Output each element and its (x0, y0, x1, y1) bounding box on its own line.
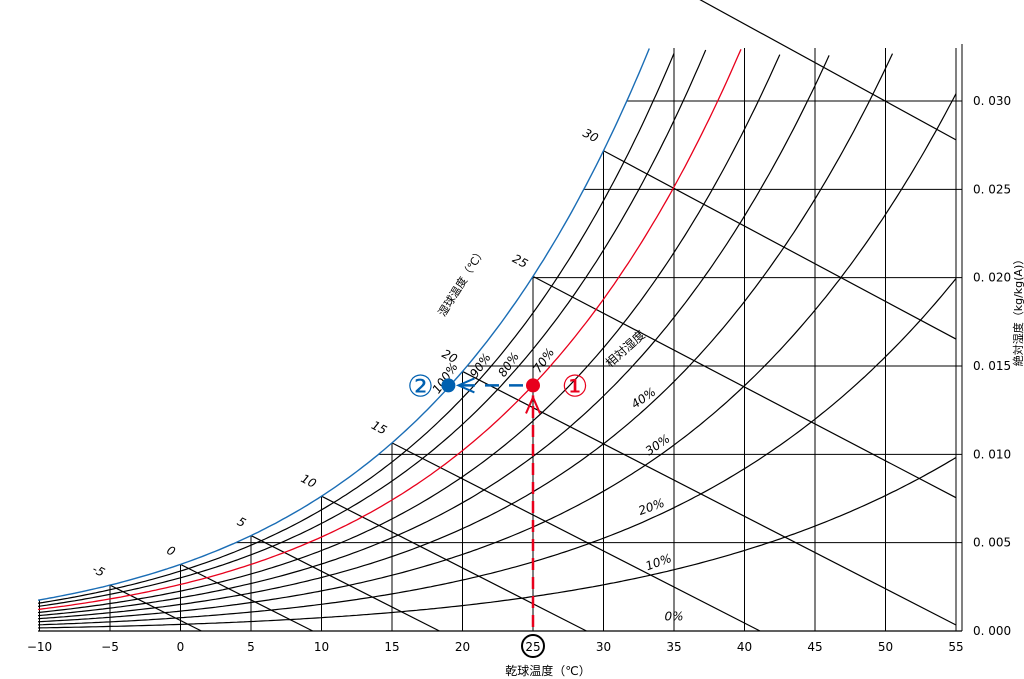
wet-bulb-line (462, 370, 957, 626)
x-tick-highlight-circle (521, 634, 545, 658)
rh-label: 10% (644, 551, 674, 573)
x-tick-label: −10 (27, 640, 52, 654)
relative-humidity-curves (38, 48, 962, 632)
x-tick-label: 10 (314, 640, 329, 654)
x-tick-label: 5 (247, 640, 255, 654)
wet-bulb-label: 20 (440, 347, 460, 367)
rh-curve-80 (38, 49, 707, 607)
rh-curve-50 (38, 55, 830, 617)
y-tick-label: 0. 025 (973, 182, 1011, 196)
wet-bulb-line (391, 442, 761, 632)
x-tick-label: 45 (807, 640, 822, 654)
rh-label: 70% (530, 345, 557, 375)
rh-label: 40% (629, 385, 659, 412)
x-axis-title: 乾球温度（℃） (505, 663, 590, 678)
rh-curve-30 (38, 93, 957, 623)
wet-bulb-line (321, 495, 587, 632)
wet-bulb-label: 30 (581, 126, 601, 146)
x-tick-label: 0 (177, 640, 185, 654)
arrow-head-1 (525, 394, 541, 414)
x-tick-label: 35 (666, 640, 681, 654)
wet-bulb-line (699, 0, 957, 141)
wet-bulb-label: 10 (299, 471, 319, 491)
curve-labels: -505101520253035100%90%80%70%40%30%20%10… (90, 126, 683, 624)
grid-layer (39, 47, 962, 631)
y-tick-label: 0. 020 (973, 271, 1011, 285)
wet-bulb-label: 0 (164, 543, 178, 559)
rh-curve-60 (38, 54, 781, 614)
wet-bulb-label: 25 (510, 251, 530, 271)
y-tick-label: 0. 000 (973, 624, 1011, 638)
rh-curve-100 (38, 48, 650, 601)
rh-label: 20% (637, 496, 667, 518)
arrow-head-2 (455, 377, 475, 394)
x-tick-label: 20 (455, 640, 470, 654)
x-tick-label: 55 (948, 640, 963, 654)
wet-bulb-line (180, 563, 313, 632)
state-point-1 (526, 378, 540, 393)
state-point-2 (441, 378, 456, 393)
rh-curve-20 (38, 278, 957, 626)
wet-bulb-line (250, 535, 440, 632)
rh-label: 80% (495, 350, 522, 380)
state-point-2-label: ② (407, 369, 434, 404)
wet-bulb-label: 5 (235, 514, 248, 530)
rh-curve-70 (38, 49, 742, 611)
state-point-1-label: ① (562, 369, 589, 404)
x-tick-label: 50 (878, 640, 893, 654)
rh-label: 0% (664, 609, 683, 623)
y-tick-label: 0. 030 (973, 94, 1011, 108)
wet-bulb-line (603, 150, 957, 340)
x-tick-label: 15 (384, 640, 399, 654)
x-tick-label: 30 (596, 640, 611, 654)
wet-bulb-label: -5 (90, 562, 107, 580)
y-tick-label: 0. 010 (973, 447, 1011, 461)
state-points: ①② (407, 369, 589, 627)
relative-humidity-title: 相対湿度 (602, 327, 648, 370)
x-tick-label: −5 (101, 640, 119, 654)
y-axis-title: 絶対湿度（kg/kg(A)） (1011, 254, 1024, 367)
rh-curve-10 (38, 456, 957, 629)
y-tick-label: 0. 015 (973, 359, 1011, 373)
rh-curve-90 (38, 53, 675, 604)
x-tick-label: 25 (525, 640, 540, 654)
x-tick-label: 40 (737, 640, 752, 654)
wet-bulb-title: 湿球温度（℃） (435, 245, 488, 319)
wet-bulb-label: 15 (369, 418, 389, 438)
wet-bulb-line (532, 275, 957, 499)
y-tick-label: 0. 005 (973, 536, 1011, 550)
rh-curve-40 (38, 53, 894, 620)
